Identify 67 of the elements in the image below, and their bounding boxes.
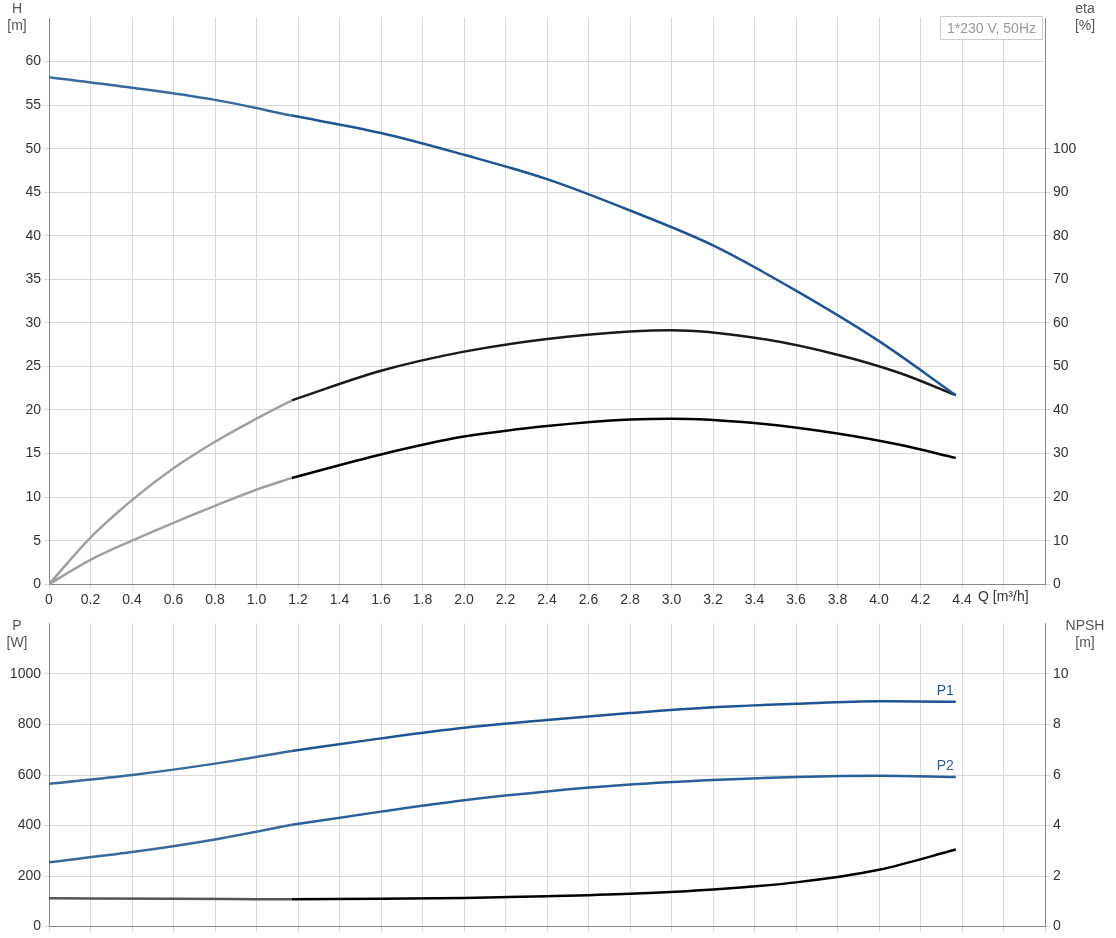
x-tick-label: 3.4	[744, 591, 765, 608]
y2-tick-label: 50	[1053, 357, 1069, 374]
y-tick-label: 5	[33, 531, 42, 548]
x-tick-label: 4.2	[910, 591, 931, 608]
y2-tick-label: 2	[1053, 866, 1061, 883]
y2-tick-label: 30	[1053, 444, 1069, 461]
y2-tick-label: 6	[1053, 765, 1061, 782]
x-tick-label: 1.0	[246, 591, 267, 608]
y-tick-label: 0	[33, 917, 42, 934]
y2-tick-label: 90	[1053, 183, 1069, 200]
y-tick-label: 600	[17, 765, 42, 782]
y-tick-label: 25	[25, 357, 42, 374]
y2-tick-label: 8	[1053, 715, 1061, 732]
x-tick-label: 0.2	[80, 591, 101, 608]
x-tick-label: 2.4	[537, 591, 557, 608]
y-tick-label: 60	[25, 52, 42, 69]
y-tick-label: 30	[25, 313, 42, 330]
x-tick-label: 2.2	[495, 591, 516, 608]
y2-tick-label: 0	[1053, 917, 1061, 934]
y-tick-label: 35	[25, 270, 42, 287]
y2-tick-label: 80	[1053, 226, 1069, 243]
y-axis-title: P [W]	[5, 617, 29, 652]
y-tick-label: 40	[25, 226, 42, 243]
x-tick-label: 3.0	[661, 591, 682, 608]
y2-tick-label: 0	[1053, 575, 1061, 592]
y2-tick-label: 10	[1053, 664, 1069, 681]
y-axis-title: H [m]	[6, 0, 28, 34]
x-tick-label: 2.8	[620, 591, 640, 608]
x-tick-label: 2.0	[454, 591, 474, 608]
x-tick-label: 1.6	[371, 591, 391, 608]
y-tick-label: 45	[25, 183, 42, 200]
x-tick-label: 1.4	[329, 591, 350, 608]
y-tick-label: 50	[25, 139, 42, 156]
x-tick-label: 4.4	[952, 591, 972, 608]
x-tick-label: 0.8	[205, 591, 225, 608]
y-tick-label: 15	[25, 444, 42, 461]
y2-tick-label: 20	[1053, 487, 1069, 504]
y-tick-label: 10	[25, 487, 42, 504]
x-tick-label: 0.6	[163, 591, 184, 608]
x-tick-label: 4.0	[869, 591, 889, 608]
y-tick-label: 20	[25, 400, 42, 417]
y2-tick-label: 40	[1053, 400, 1069, 417]
y-tick-label: 400	[17, 816, 42, 833]
x-tick-label: 3.2	[703, 591, 723, 608]
y-tick-label: 55	[25, 95, 42, 112]
x-tick-label: 1.8	[412, 591, 433, 608]
y2-tick-label: 100	[1053, 139, 1077, 156]
y-tick-label: 1000	[9, 664, 42, 681]
x-tick-label: 3.6	[786, 591, 806, 608]
x-tick-label: 0.4	[122, 591, 142, 608]
y-tick-label: 800	[17, 715, 42, 732]
y-tick-label: 200	[17, 866, 42, 883]
x-axis-title: Q [m³/h]	[978, 588, 1029, 605]
x-tick-label: 3.8	[827, 591, 848, 608]
y2-axis-title: NPSH [m]	[1064, 617, 1106, 652]
y2-tick-label: 70	[1053, 270, 1069, 287]
y2-tick-label: 60	[1053, 313, 1069, 330]
series-label: P1	[936, 681, 954, 698]
x-tick-label: 2.6	[578, 591, 599, 608]
y2-tick-label: 10	[1053, 531, 1069, 548]
y2-tick-label: 4	[1053, 816, 1061, 833]
y2-axis-title: eta [%]	[1073, 0, 1097, 34]
y-tick-label: 0	[33, 575, 42, 592]
series-label: P2	[936, 756, 954, 773]
x-tick-label: 1.2	[288, 591, 308, 608]
x-tick-label: 0	[45, 591, 54, 608]
chart-title: 1*230 V, 50Hz	[940, 16, 1043, 40]
